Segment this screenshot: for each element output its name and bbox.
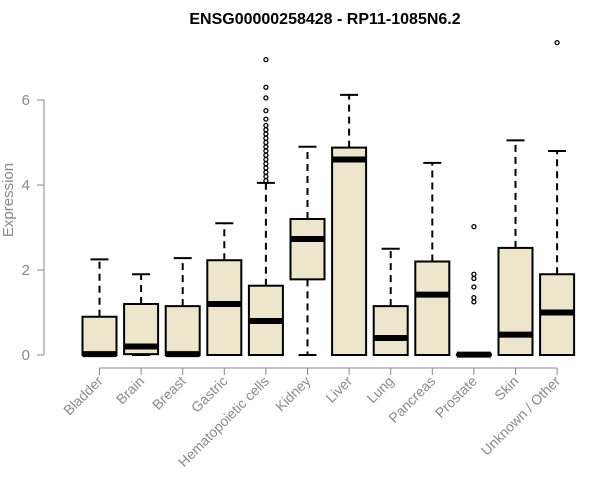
y-axis-label: Expression	[0, 163, 17, 237]
outlier-point	[471, 223, 477, 230]
outlier-point	[554, 39, 560, 46]
x-tick-label: Bladder	[60, 373, 106, 419]
outlier-point	[471, 299, 477, 305]
y-tick-label: 2	[22, 262, 30, 279]
outlier-point	[263, 56, 269, 63]
box-hematopoietic-cells	[247, 56, 284, 357]
box-iqr	[164, 305, 201, 356]
x-tick-label: Brain	[113, 373, 147, 407]
outlier-point	[263, 152, 269, 158]
outlier-point	[263, 156, 269, 163]
x-tick-label: Lung	[363, 373, 396, 406]
box-skin	[497, 139, 534, 356]
x-tick-label: Unknown / Other	[478, 373, 564, 459]
box-bladder	[81, 258, 118, 358]
box-pancreas	[414, 161, 451, 356]
box-gastric	[206, 222, 243, 357]
box-brain	[123, 273, 160, 356]
x-tick-label: Prostate	[432, 373, 480, 421]
outlier-point	[471, 294, 477, 301]
outlier-point	[263, 107, 269, 114]
outlier-point	[263, 165, 269, 171]
x-tick-label: Liver	[322, 373, 355, 406]
outlier-point	[263, 144, 269, 150]
box-iqr	[372, 305, 409, 356]
outlier-point	[263, 139, 269, 146]
outlier-point	[471, 284, 477, 290]
box-iqr	[331, 146, 368, 356]
outlier-point	[263, 84, 269, 90]
box-liver	[331, 93, 368, 356]
outlier-point	[471, 275, 477, 282]
box-prostate	[455, 223, 492, 358]
x-tick-label: Kidney	[272, 373, 314, 415]
box-kidney	[289, 145, 326, 356]
box-iqr	[414, 260, 451, 356]
x-tick-label: Breast	[149, 373, 189, 413]
box-unknown-other	[539, 39, 576, 356]
box-iqr	[289, 218, 326, 281]
y-tick-label: 4	[22, 177, 30, 194]
box-iqr	[206, 259, 243, 357]
outlier-point	[263, 122, 269, 129]
box-breast	[164, 257, 201, 358]
outlier-point	[263, 131, 269, 137]
outlier-point	[263, 169, 269, 175]
outlier-point	[263, 116, 269, 122]
box-iqr	[81, 315, 118, 356]
outlier-point	[263, 173, 269, 180]
outlier-point	[263, 148, 269, 154]
y-tick-label: 6	[22, 92, 30, 109]
outlier-point	[263, 95, 269, 101]
outlier-point	[471, 271, 477, 277]
outlier-point	[263, 135, 269, 141]
y-axis: 0 2 4 6	[22, 92, 45, 364]
chart-title: ENSG00000258428 - RP11-1085N6.2	[189, 11, 460, 28]
box-lung	[372, 247, 409, 356]
outlier-point	[263, 127, 269, 133]
plot-area	[81, 39, 576, 358]
outlier-point	[263, 178, 269, 184]
x-tick-label: Skin	[491, 373, 522, 404]
y-tick-label: 0	[22, 347, 30, 364]
box-iqr	[497, 246, 534, 356]
outlier-point	[263, 161, 269, 167]
